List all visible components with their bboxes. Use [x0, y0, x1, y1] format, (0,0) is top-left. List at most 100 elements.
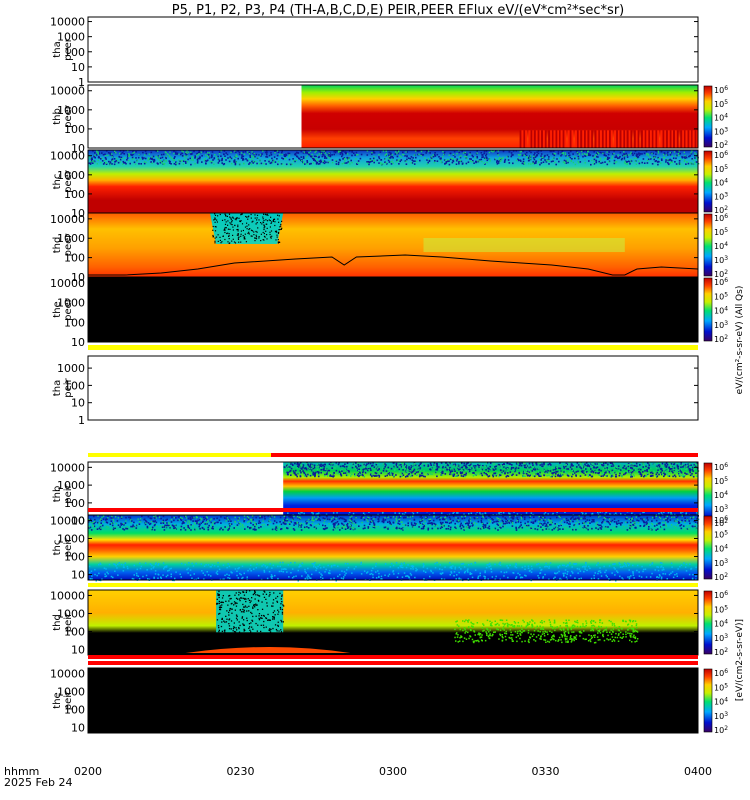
noise-pixel	[400, 473, 403, 475]
noise-pixel	[665, 462, 668, 465]
noise-pixel	[368, 469, 370, 471]
noise-pixel	[626, 156, 629, 158]
noise-pixel	[154, 517, 156, 520]
noise-pixel	[597, 151, 599, 154]
noise-pixel	[88, 527, 90, 529]
noise-pixel	[663, 516, 666, 518]
noise-pixel	[682, 515, 685, 517]
noise-pixel	[527, 524, 530, 527]
noise-pixel	[252, 524, 254, 526]
noise-pixel	[238, 236, 240, 238]
noise-pixel	[402, 463, 404, 465]
noise-pixel	[641, 161, 643, 164]
y-tick-label: 10000	[50, 461, 85, 474]
noise-pixel	[626, 154, 628, 157]
panel-background	[88, 356, 698, 420]
noise-pixel	[165, 160, 167, 163]
noise-pixel	[207, 526, 209, 529]
noise-pixel	[663, 152, 666, 155]
noise-pixel	[528, 462, 531, 465]
noise-pixel	[270, 161, 273, 164]
noise-pixel	[289, 462, 291, 464]
noise-pixel	[642, 158, 645, 160]
noise-pixel	[200, 151, 202, 153]
noise-pixel	[580, 469, 582, 471]
noise-pixel	[327, 161, 329, 164]
noise-pixel	[351, 154, 353, 157]
noise-pixel	[459, 524, 462, 526]
noise-pixel	[88, 162, 91, 164]
noise-pixel	[488, 475, 491, 477]
noise-pixel	[691, 474, 693, 477]
noise-pixel	[191, 153, 193, 155]
noise-pixel	[563, 467, 566, 469]
noise-pixel	[216, 221, 218, 223]
noise-pixel	[489, 160, 491, 162]
panel-label-probe: tha	[52, 41, 63, 57]
noise-pixel	[523, 475, 525, 477]
noise-pixel	[475, 474, 477, 476]
noise-pixel	[193, 150, 195, 153]
noise-pixel	[326, 515, 328, 518]
noise-pixel	[584, 162, 586, 164]
noise-pixel	[584, 517, 586, 520]
noise-pixel	[318, 465, 320, 467]
noise-pixel	[162, 519, 165, 522]
noise-pixel	[163, 526, 166, 528]
noise-pixel	[168, 524, 170, 527]
noise-pixel	[663, 475, 665, 478]
noise-pixel	[414, 463, 416, 465]
noise-pixel	[224, 155, 226, 157]
noise-pixel	[329, 475, 331, 477]
noise-pixel	[645, 150, 648, 153]
noise-pixel	[189, 157, 191, 160]
noise-pixel	[445, 462, 448, 465]
noise-pixel	[173, 519, 175, 522]
noise-pixel	[499, 160, 501, 162]
noise-pixel	[499, 511, 501, 513]
noise-pixel	[372, 526, 375, 528]
noise-pixel	[492, 151, 494, 153]
flux-stripe	[571, 130, 574, 148]
noise-pixel	[311, 474, 313, 476]
noise-pixel	[181, 522, 184, 525]
noise-pixel	[390, 467, 393, 470]
flux-stripe	[674, 130, 677, 148]
noise-pixel	[319, 467, 322, 469]
noise-pixel	[679, 163, 682, 165]
noise-pixel	[539, 471, 541, 474]
noise-pixel	[348, 161, 351, 163]
noise-pixel	[92, 150, 94, 152]
noise-pixel	[463, 517, 466, 520]
noise-pixel	[613, 521, 616, 523]
noise-pixel	[362, 471, 364, 474]
noise-pixel	[551, 472, 553, 474]
noise-pixel	[501, 519, 504, 522]
noise-pixel	[463, 464, 466, 467]
noise-pixel	[312, 465, 314, 467]
noise-pixel	[369, 467, 372, 470]
noise-pixel	[606, 520, 608, 523]
noise-pixel	[327, 155, 330, 157]
noise-pixel	[558, 467, 560, 469]
noise-pixel	[642, 511, 644, 514]
noise-pixel	[263, 232, 265, 235]
noise-pixel	[375, 472, 378, 475]
noise-pixel	[190, 529, 192, 531]
noise-pixel	[481, 160, 483, 163]
noise-pixel	[360, 473, 362, 476]
noise-pixel	[141, 156, 144, 159]
noise-pixel	[519, 159, 522, 162]
noise-pixel	[230, 520, 232, 522]
noise-pixel	[589, 528, 591, 530]
noise-pixel	[169, 155, 171, 158]
noise-pixel	[398, 517, 400, 520]
flux-stripe	[637, 130, 640, 148]
noise-pixel	[635, 527, 637, 529]
noise-pixel	[486, 522, 489, 525]
noise-pixel	[120, 517, 123, 519]
noise-pixel	[235, 154, 237, 156]
noise-pixel	[365, 464, 367, 467]
noise-pixel	[300, 511, 302, 514]
noise-pixel	[317, 472, 320, 475]
